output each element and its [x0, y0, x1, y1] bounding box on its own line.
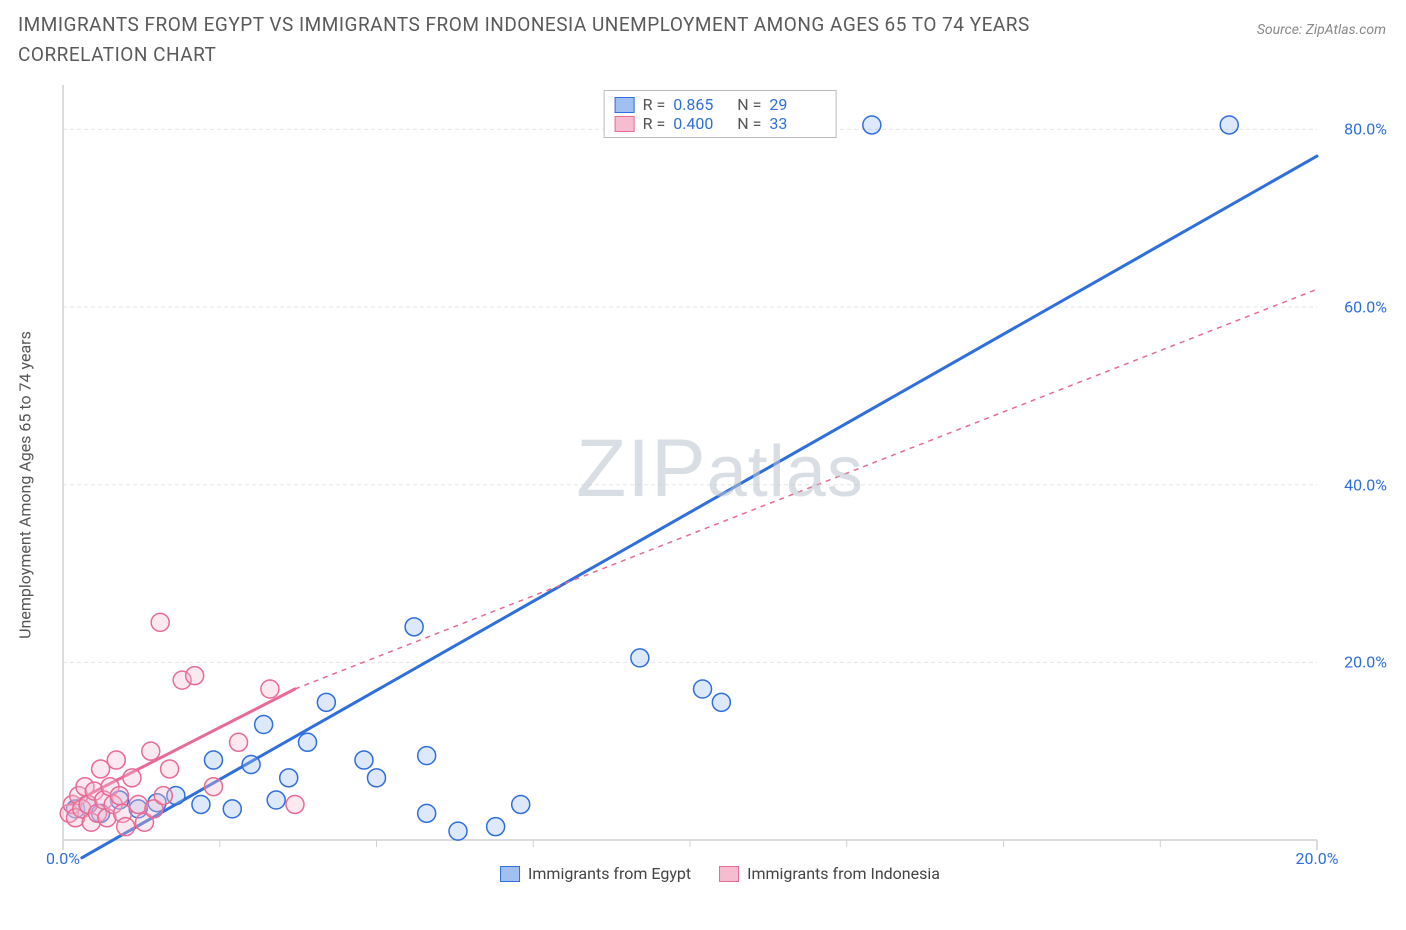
plot-area: Unemployment Among Ages 65 to 74 years R… — [55, 85, 1385, 885]
y-tick-label: 60.0% — [1344, 298, 1387, 317]
legend-row-egypt: R = 0.865 N = 29 — [615, 95, 826, 114]
stat-n-value-indonesia: 33 — [769, 114, 825, 133]
stat-n-label: N = — [737, 95, 761, 114]
legend-label-indonesia: Immigrants from Indonesia — [747, 864, 940, 883]
stat-r-label: R = — [643, 95, 666, 114]
stat-n-value-egypt: 29 — [769, 95, 825, 114]
stat-r-label: R = — [643, 114, 666, 133]
scatter-chart — [55, 85, 1385, 885]
y-tick-label: 80.0% — [1344, 120, 1387, 139]
x-tick-label: 0.0% — [46, 849, 80, 868]
y-axis-label: Unemployment Among Ages 65 to 74 years — [16, 331, 35, 639]
swatch-indonesia-icon — [615, 116, 635, 132]
y-tick-label: 40.0% — [1344, 475, 1387, 494]
legend-item-egypt: Immigrants from Egypt — [500, 864, 691, 883]
y-tick-label: 20.0% — [1344, 653, 1387, 672]
x-tick-label: 20.0% — [1296, 849, 1339, 868]
swatch-egypt-icon — [500, 866, 520, 882]
stat-n-label: N = — [737, 114, 761, 133]
series-legend: Immigrants from Egypt Immigrants from In… — [500, 864, 940, 883]
legend-item-indonesia: Immigrants from Indonesia — [719, 864, 940, 883]
legend-row-indonesia: R = 0.400 N = 33 — [615, 114, 826, 133]
header-row: IMMIGRANTS FROM EGYPT VS IMMIGRANTS FROM… — [0, 0, 1406, 71]
source-credit: Source: ZipAtlas.com — [1257, 22, 1386, 38]
chart-title: IMMIGRANTS FROM EGYPT VS IMMIGRANTS FROM… — [18, 10, 1138, 71]
swatch-egypt-icon — [615, 97, 635, 113]
correlation-legend: R = 0.865 N = 29 R = 0.400 N = 33 — [604, 90, 837, 138]
stat-r-value-indonesia: 0.400 — [673, 114, 729, 133]
swatch-indonesia-icon — [719, 866, 739, 882]
legend-label-egypt: Immigrants from Egypt — [528, 864, 691, 883]
stat-r-value-egypt: 0.865 — [673, 95, 729, 114]
